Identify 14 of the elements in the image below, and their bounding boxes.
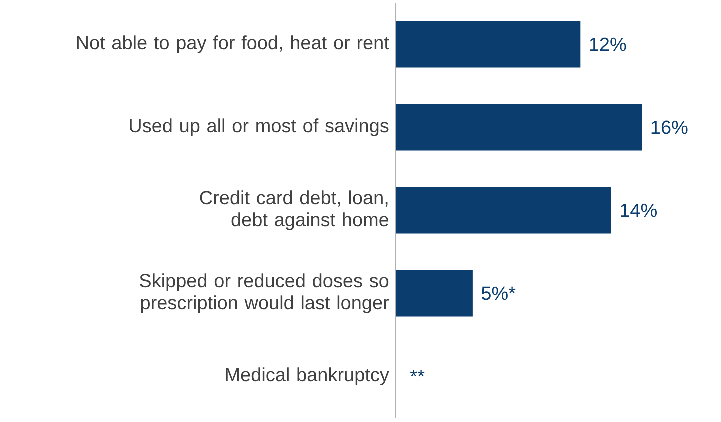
- y-tick-label: Medical bankruptcy: [226, 368, 390, 386]
- text: **: [410, 370, 425, 377]
- y-tick-label: Credit card debt, loan, debt against home: [200, 190, 389, 230]
- bar: [396, 187, 612, 234]
- data-label: 12%: [590, 38, 626, 52]
- bar: [396, 270, 473, 317]
- bar: [396, 104, 642, 151]
- data-label: 5%*: [482, 286, 516, 300]
- y-tick-label: Used up all or most of savings: [130, 118, 389, 136]
- data-label: 14%: [621, 204, 657, 218]
- bar: [396, 21, 581, 68]
- y-tick-label: Not able to pay for food, heat or rent: [77, 36, 390, 54]
- y-tick-label: Skipped or reduced doses so prescription would last longer: [140, 274, 390, 314]
- data-label: 16%: [652, 120, 688, 134]
